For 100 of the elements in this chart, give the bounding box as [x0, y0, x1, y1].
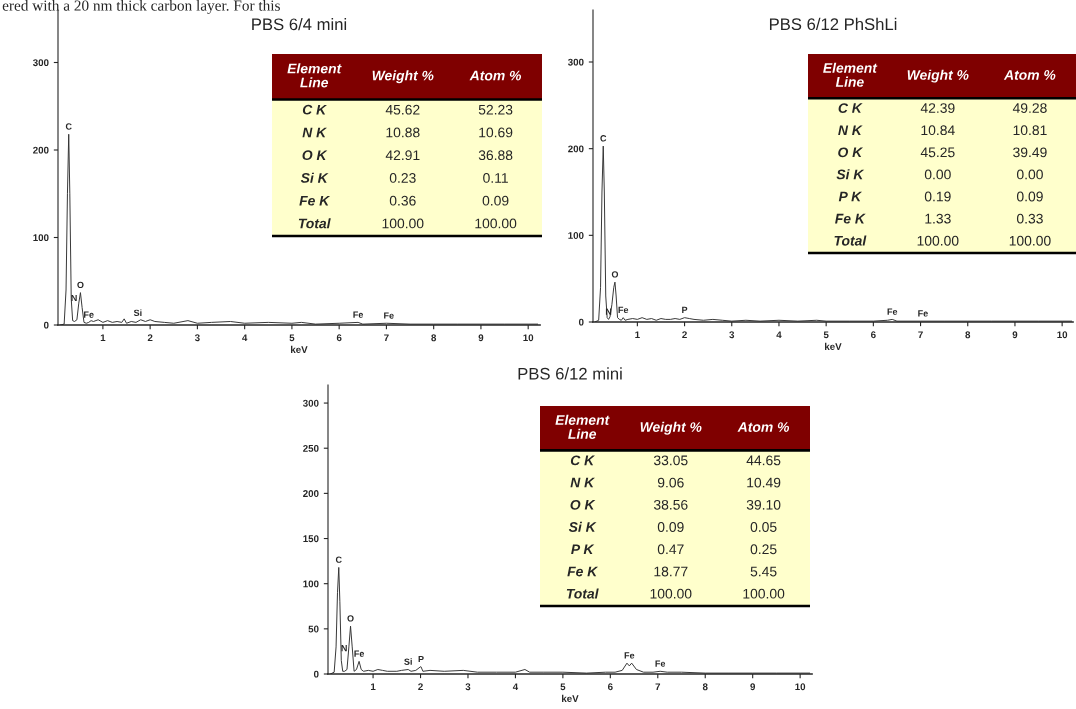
- chart-title: PBS 6/4 mini: [252, 17, 347, 31]
- y-tick-label: 300: [302, 399, 319, 407]
- annotation: Fe: [624, 652, 635, 659]
- y-tick-label: 100: [33, 234, 49, 242]
- data-label: 100.00: [650, 588, 692, 599]
- data-label: 10.81: [1013, 125, 1047, 136]
- data-label: 39.10: [746, 499, 781, 510]
- chart-title: PBS 6/12 PhShLi: [769, 17, 897, 31]
- data-label: 0.09: [657, 522, 684, 532]
- data-label: 0.09: [482, 195, 509, 206]
- annotation: Element Line: [823, 62, 878, 87]
- annotation: ered with a 20 nm thick carbon layer. For this: [2, 0, 280, 14]
- data-label: 0.11: [483, 173, 508, 183]
- data-label: 38.56: [653, 499, 688, 510]
- x-tick-label: 1: [100, 334, 106, 342]
- data-label: 0.25: [750, 544, 777, 555]
- annotation: C: [65, 123, 72, 130]
- x-tick-label: 4: [512, 683, 519, 691]
- annotation: Fe: [354, 650, 365, 657]
- data-label: 0.19: [924, 191, 951, 202]
- data-label: 52.23: [478, 104, 513, 115]
- x-tick-label: 7: [384, 334, 389, 342]
- data-label: 0.00: [924, 169, 951, 180]
- data-label: 0.00: [1016, 169, 1043, 180]
- category-label: P K: [571, 544, 595, 555]
- x-tick-label: 6: [336, 334, 342, 342]
- data-label: 49.28: [1012, 103, 1047, 114]
- category-label: Total: [834, 235, 867, 246]
- data-label: 0.36: [389, 195, 416, 206]
- category-label: C K: [570, 455, 595, 466]
- category-label: C K: [838, 103, 863, 114]
- annotation: Fe: [918, 310, 928, 317]
- series-label: Weight %: [372, 70, 434, 84]
- data-label: 5.45: [750, 566, 777, 577]
- y-tick-label: 200: [568, 145, 584, 153]
- series-label: Weight %: [640, 421, 702, 435]
- x-tick-label: 7: [918, 331, 923, 339]
- y-tick-label: 200: [303, 490, 319, 497]
- category-label: N K: [302, 127, 327, 138]
- x-tick-label: 4: [242, 334, 248, 342]
- x-tick-label: 8: [965, 331, 971, 339]
- data-label: 45.25: [920, 147, 955, 158]
- x-tick-label: 3: [729, 331, 735, 339]
- x-tick-label: 4: [776, 331, 782, 339]
- annotation: P: [418, 655, 424, 663]
- category-label: Si K: [300, 172, 329, 183]
- category-label: Total: [298, 218, 331, 229]
- data-label: 39.49: [1013, 147, 1047, 158]
- x-tick-label: 2: [418, 683, 423, 691]
- category-label: O K: [838, 147, 864, 158]
- x-tick-label: 1: [370, 683, 376, 691]
- category-label: P K: [838, 191, 863, 202]
- x-tick-label: 5: [289, 334, 295, 342]
- annotation: Fe: [618, 306, 629, 314]
- x-tick-label: 2: [682, 331, 687, 339]
- annotation: C: [600, 135, 607, 142]
- y-tick-label: 100: [303, 580, 319, 588]
- category-label: C K: [302, 104, 327, 115]
- y-tick-label: 100: [568, 232, 584, 239]
- x-tick-label: 5: [823, 331, 829, 339]
- x-axis-title: keV: [291, 345, 308, 354]
- x-tick-label: 9: [1012, 331, 1018, 339]
- category-label: Fe K: [299, 195, 331, 206]
- y-tick-label: 300: [32, 59, 49, 67]
- data-label: 0.05: [750, 522, 777, 532]
- annotation: Fe: [655, 660, 666, 667]
- annotation: N: [341, 645, 347, 652]
- data-label: 18.77: [654, 566, 688, 577]
- data-label: 1.33: [925, 213, 951, 224]
- annotation: P: [682, 306, 688, 314]
- data-label: 10.49: [747, 477, 781, 488]
- annotation: Fe: [84, 311, 94, 318]
- y-tick-label: 300: [567, 58, 584, 66]
- annotation: Element Line: [555, 414, 610, 439]
- y-tick-label: 200: [33, 146, 49, 154]
- annotation: Fe: [887, 308, 898, 315]
- annotation: Si: [133, 309, 142, 317]
- data-label: 10.69: [479, 127, 513, 138]
- data-label: 10.84: [921, 125, 955, 136]
- x-tick-label: 8: [702, 683, 708, 691]
- data-label: 33.05: [653, 455, 688, 466]
- annotation: O: [611, 271, 619, 278]
- data-label: 100.00: [475, 218, 517, 229]
- data-label: 42.39: [920, 103, 955, 114]
- data-label: 42.91: [385, 150, 420, 161]
- category-label: Si K: [836, 169, 865, 180]
- x-tick-label: 3: [194, 334, 200, 342]
- annotation: Element Line: [287, 63, 342, 88]
- x-tick-label: 9: [750, 683, 756, 691]
- data-label: 45.62: [385, 104, 420, 115]
- category-label: O K: [302, 150, 328, 161]
- x-tick-label: 8: [431, 334, 437, 342]
- x-tick-label: 7: [655, 683, 661, 691]
- x-tick-label: 6: [607, 683, 613, 691]
- category-label: N K: [838, 125, 863, 135]
- data-label: 100.00: [382, 218, 424, 229]
- x-axis-title: keV: [825, 342, 842, 351]
- annotation: O: [77, 281, 84, 289]
- annotation: Si: [404, 658, 412, 665]
- y-tick-label: 50: [308, 625, 319, 633]
